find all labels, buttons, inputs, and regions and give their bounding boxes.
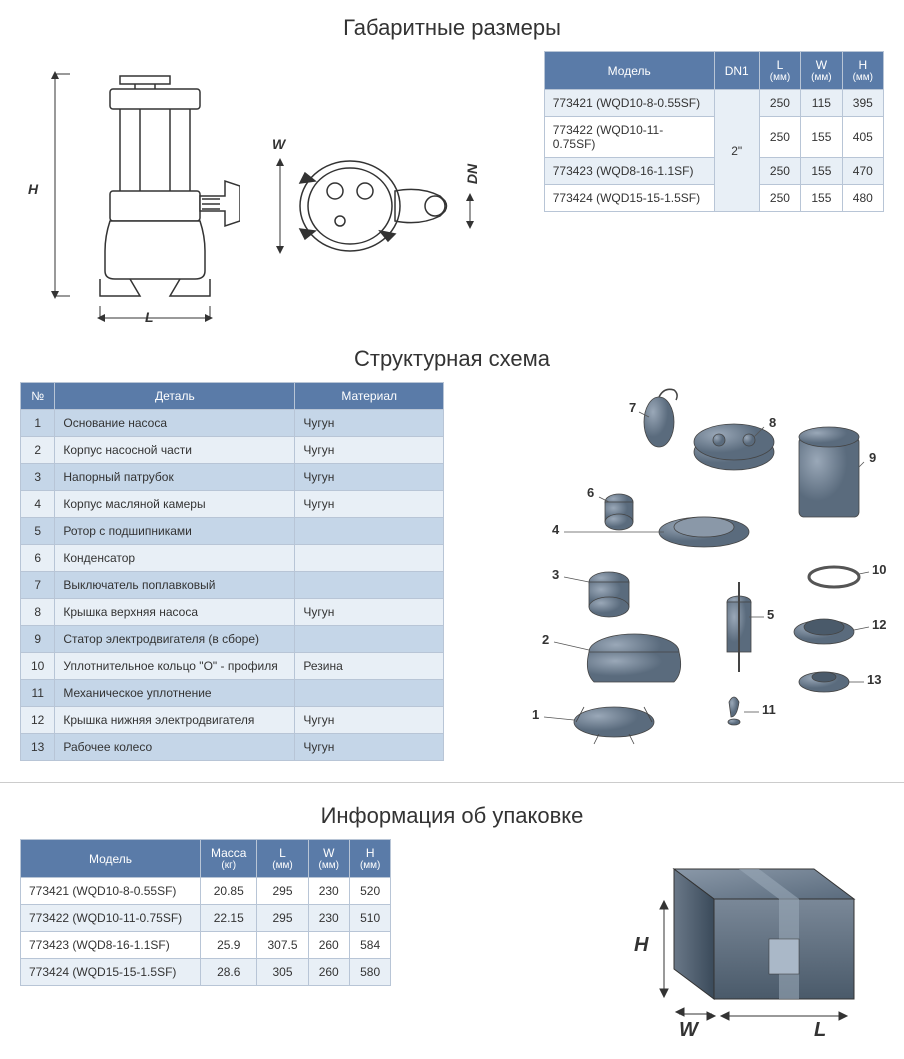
parts-row: 12Крышка нижняя электродвигателяЧугун <box>21 707 444 734</box>
label-W: W <box>272 136 285 152</box>
parts-row: 6Конденсатор <box>21 545 444 572</box>
dim-row: 773423 (WQD8-16-1.1SF) 250 155 470 <box>544 158 883 185</box>
pkg-th-h: H(мм) <box>349 840 390 878</box>
pkg-row: 773423 (WQD8-16-1.1SF)25.9307.5260584 <box>21 932 391 959</box>
dim-row: 773424 (WQD15-15-1.5SF) 250 155 480 <box>544 185 883 212</box>
exploded-label-3: 3 <box>552 567 559 582</box>
pkg-row: 773424 (WQD15-15-1.5SF)28.6305260580 <box>21 959 391 986</box>
pkg-th-mass: Масса(кг) <box>201 840 257 878</box>
dimensions-title: Габаритные размеры <box>0 15 904 41</box>
exploded-label-9: 9 <box>869 450 876 465</box>
box-label-L: L <box>814 1019 826 1042</box>
exploded-label-10: 10 <box>872 562 886 577</box>
parts-row: 11Механическое уплотнение <box>21 680 444 707</box>
exploded-label-5: 5 <box>767 607 774 622</box>
label-DN: DN <box>464 164 480 184</box>
box-drawing: H W L <box>584 839 884 1059</box>
exploded-label-2: 2 <box>542 632 549 647</box>
parts-row: 8Крышка верхняя насосаЧугун <box>21 599 444 626</box>
parts-row: 5Ротор с подшипниками <box>21 518 444 545</box>
dim-th-h: H(мм) <box>842 52 883 90</box>
pump-dimension-drawing: H L <box>20 51 480 331</box>
pkg-th-l: L(мм) <box>257 840 308 878</box>
exploded-label-11: 11 <box>762 702 776 717</box>
exploded-view: 7 8 9 6 4 3 2 1 5 10 12 13 11 <box>464 382 884 762</box>
parts-row: 13Рабочее колесоЧугун <box>21 734 444 761</box>
label-H: H <box>28 181 38 197</box>
parts-row: 7Выключатель поплавковый <box>21 572 444 599</box>
dim-th-model: Модель <box>544 52 714 90</box>
box-label-H: H <box>634 934 648 957</box>
exploded-label-12: 12 <box>872 617 886 632</box>
box-label-W: W <box>679 1019 698 1042</box>
pkg-th-model: Модель <box>21 840 201 878</box>
exploded-label-6: 6 <box>587 485 594 500</box>
parts-table: № Деталь Материал 1Основание насосаЧугун… <box>20 382 444 761</box>
exploded-label-13: 13 <box>867 672 881 687</box>
structure-title: Структурная схема <box>0 346 904 372</box>
parts-row: 1Основание насосаЧугун <box>21 410 444 437</box>
pkg-row: 773421 (WQD10-8-0.55SF)20.85295230520 <box>21 878 391 905</box>
parts-row: 10Уплотнительное кольцо "О" - профиляРез… <box>21 653 444 680</box>
dim-th-w: W(мм) <box>801 52 842 90</box>
dimensions-table: Модель DN1 L(мм) W(мм) H(мм) 773421 (WQD… <box>544 51 884 212</box>
parts-row: 3Напорный патрубокЧугун <box>21 464 444 491</box>
exploded-label-7: 7 <box>629 400 636 415</box>
parts-th-mat: Материал <box>295 383 444 410</box>
dim-row: 773421 (WQD10-8-0.55SF) 2" 250 115 395 <box>544 90 883 117</box>
exploded-label-8: 8 <box>769 415 776 430</box>
parts-row: 2Корпус насосной частиЧугун <box>21 437 444 464</box>
pkg-th-w: W(мм) <box>308 840 349 878</box>
dim-th-l: L(мм) <box>759 52 800 90</box>
parts-row: 9Статор электродвигателя (в сборе) <box>21 626 444 653</box>
exploded-label-1: 1 <box>532 707 539 722</box>
packaging-table: Модель Масса(кг) L(мм) W(мм) H(мм) 77342… <box>20 839 391 986</box>
exploded-label-4: 4 <box>552 522 559 537</box>
packaging-title: Информация об упаковке <box>0 803 904 829</box>
dim-row: 773422 (WQD10-11-0.75SF) 250 155 405 <box>544 117 883 158</box>
label-L: L <box>145 309 154 325</box>
dim-th-dn: DN1 <box>714 52 759 90</box>
parts-th-n: № <box>21 383 55 410</box>
parts-th-part: Деталь <box>55 383 295 410</box>
parts-row: 4Корпус масляной камерыЧугун <box>21 491 444 518</box>
pkg-row: 773422 (WQD10-11-0.75SF)22.15295230510 <box>21 905 391 932</box>
